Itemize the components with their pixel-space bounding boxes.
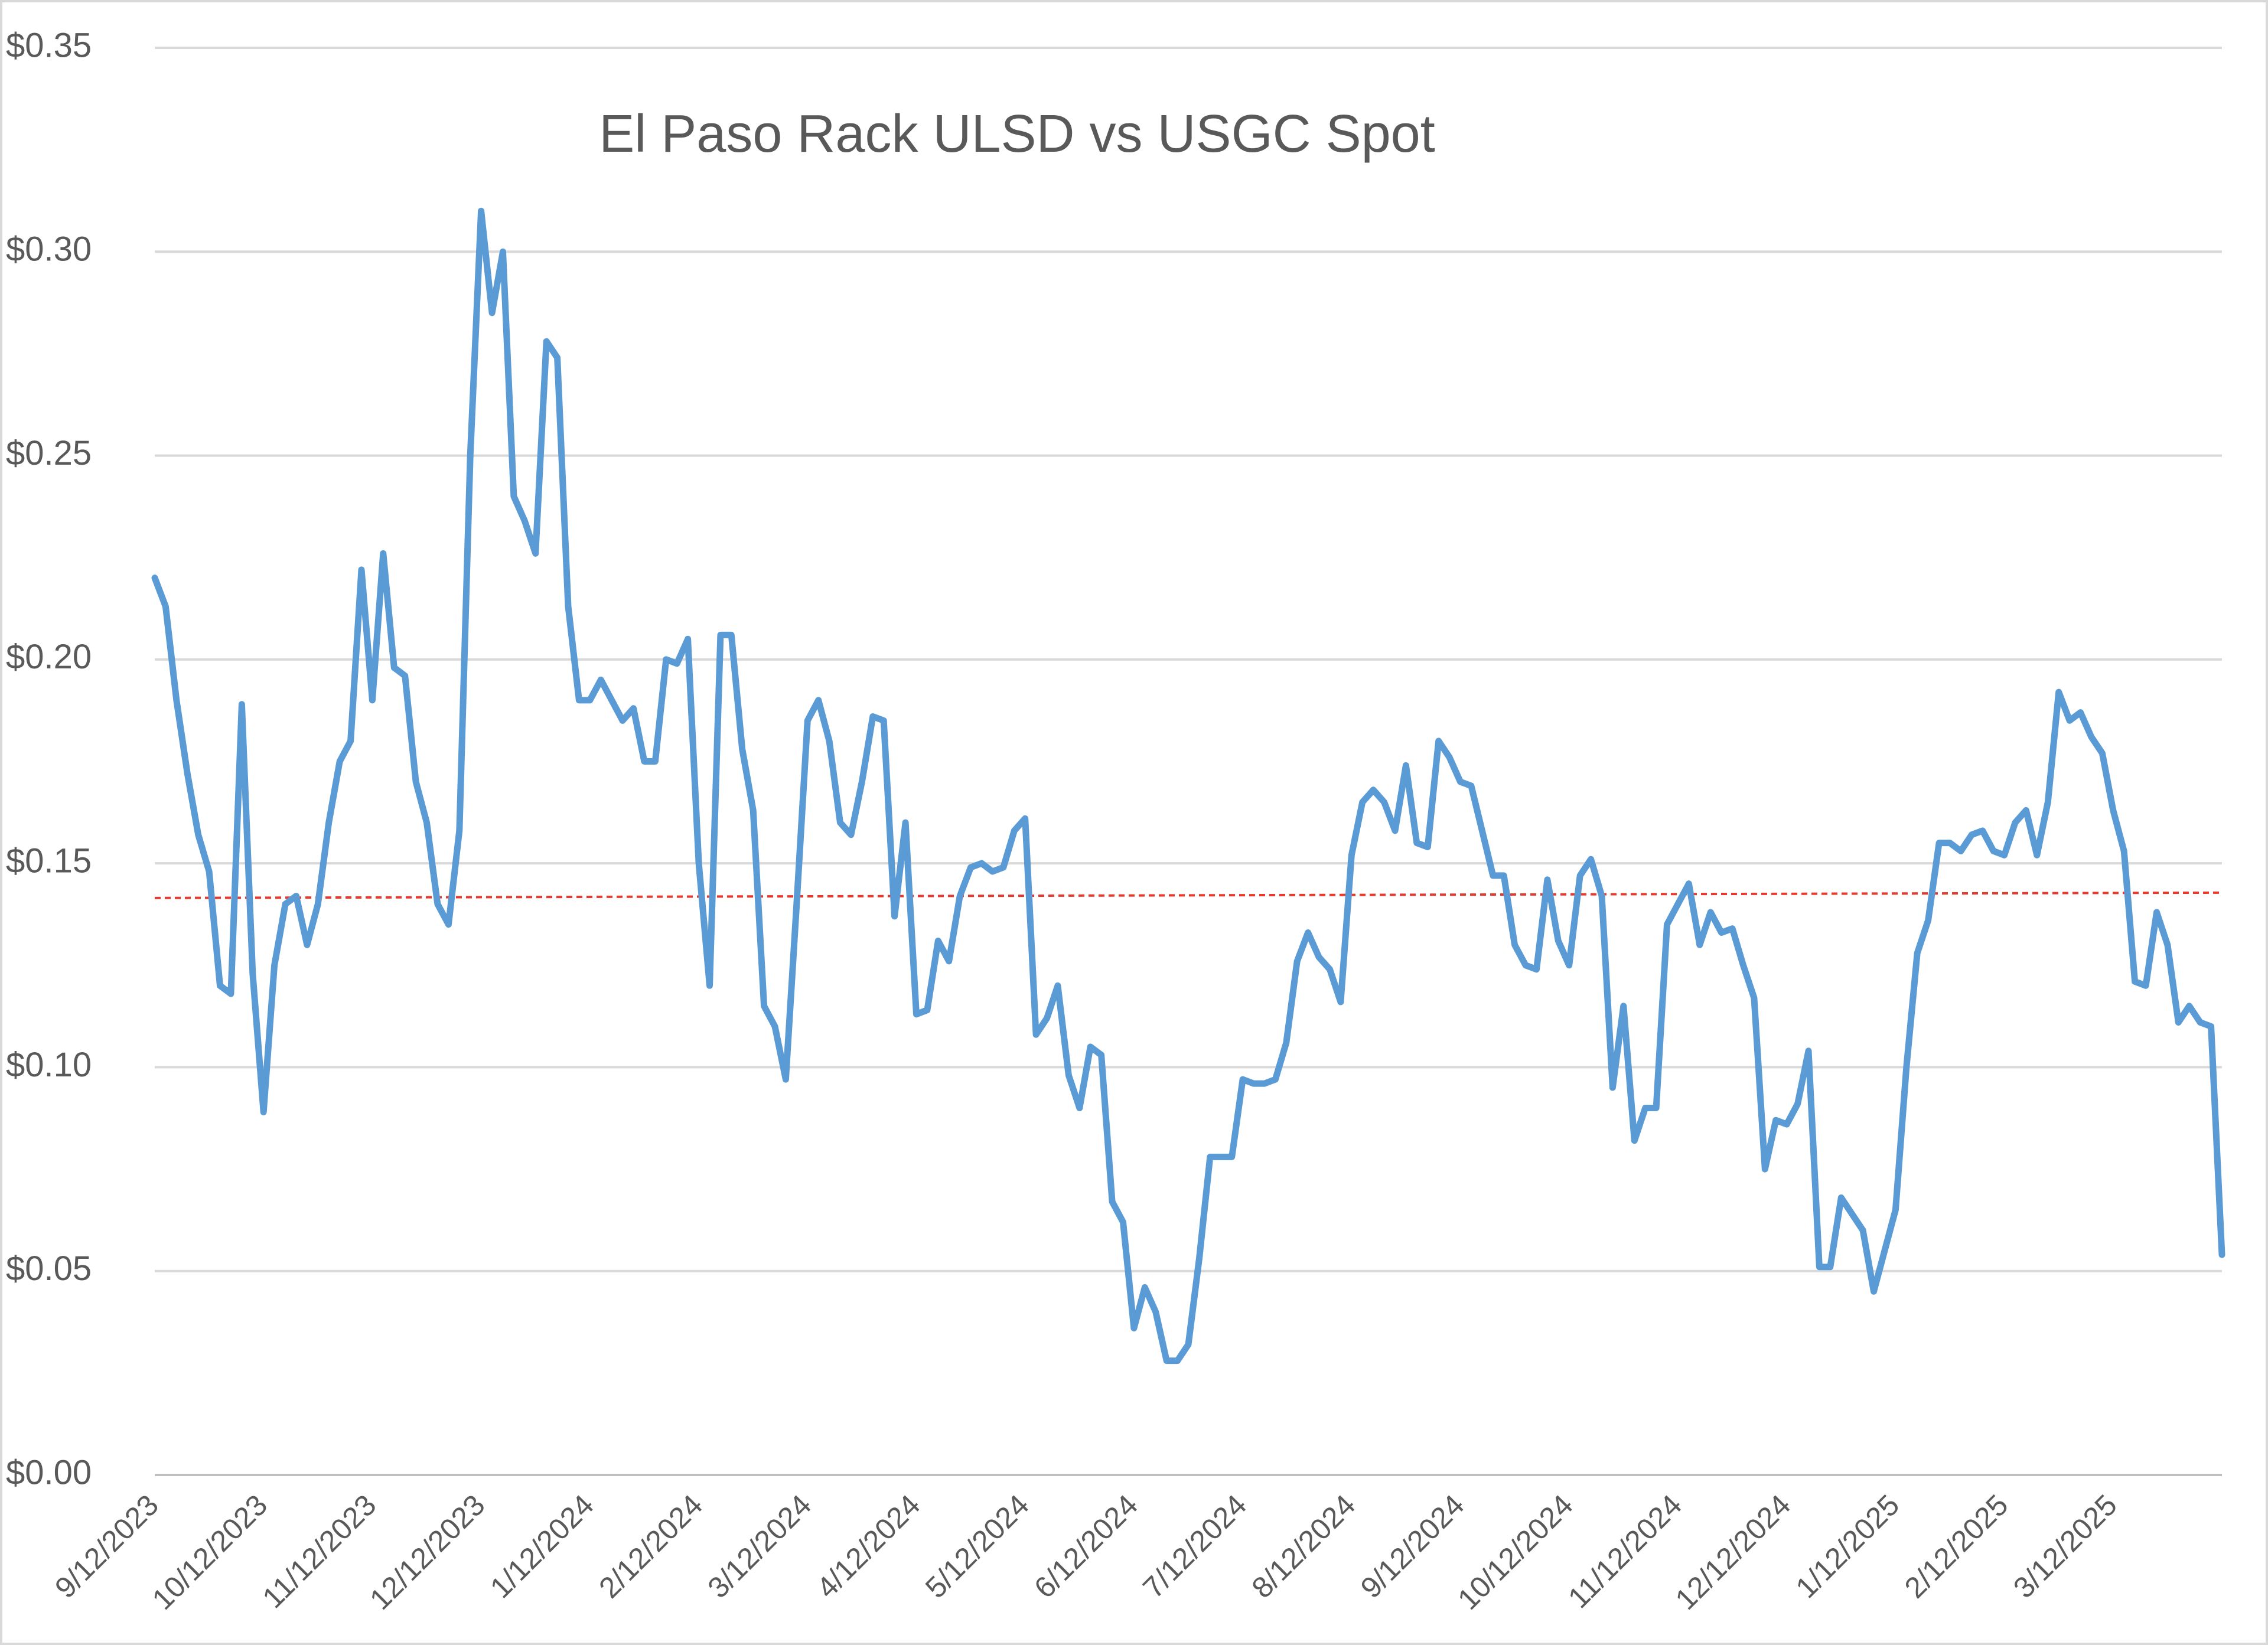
chart-title: El Paso Rack ULSD vs USGC Spot <box>599 105 1435 164</box>
y-tick-label: $0.10 <box>6 1046 92 1084</box>
y-tick-label: $0.25 <box>6 434 92 472</box>
y-tick-label: $0.05 <box>6 1249 92 1288</box>
y-tick-label: $0.35 <box>6 26 92 64</box>
y-tick-label: $0.30 <box>6 230 92 269</box>
y-tick-label: $0.20 <box>6 638 92 676</box>
trend-line <box>154 891 2223 899</box>
y-tick-label: $0.15 <box>6 841 92 880</box>
y-tick-label: $0.00 <box>6 1453 92 1491</box>
data-line <box>151 207 2225 1365</box>
